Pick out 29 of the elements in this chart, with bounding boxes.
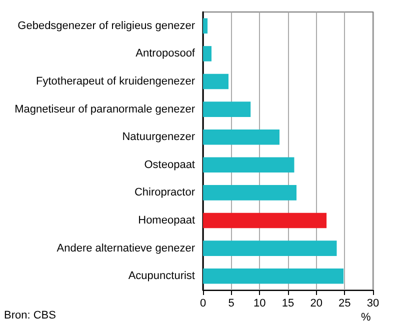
- x-tick-label: 15: [282, 298, 294, 310]
- x-axis-title: %: [361, 312, 371, 324]
- y-tick-label: Homeopaat: [138, 214, 195, 226]
- x-tick-label: 30: [366, 298, 380, 310]
- bar: [203, 129, 280, 145]
- bar: [203, 185, 296, 200]
- y-tick-label: Andere alternatieve genezer: [56, 242, 196, 254]
- bar: [203, 46, 212, 62]
- bar: [203, 102, 251, 117]
- x-tick-label: 10: [254, 298, 266, 310]
- x-tick-label: 0: [200, 298, 206, 310]
- bar: [203, 18, 208, 34]
- bar: [203, 74, 228, 90]
- bar: [203, 240, 337, 256]
- y-tick-label: Magnetiseur of paranormale genezer: [14, 103, 196, 116]
- bar: [203, 268, 344, 284]
- text: Bron: CBS: [4, 310, 56, 322]
- y-tick-label: Osteopaat: [144, 158, 195, 171]
- y-tick-label: Chiropractor: [134, 186, 196, 199]
- y-tick-label: Antroposoof: [136, 48, 196, 60]
- y-tick-label: Natuurgenezer: [122, 131, 196, 144]
- bar: [203, 157, 294, 173]
- x-tick-label: 20: [310, 298, 322, 310]
- x-tick-label: 25: [338, 298, 351, 310]
- bar: [203, 212, 327, 228]
- y-tick-label: Fytotherapeut of kruidengenezer: [36, 76, 196, 88]
- x-tick-label: 5: [228, 298, 234, 310]
- y-tick-label: Acupuncturist: [128, 270, 195, 282]
- y-tick-label: Gebedsgenezer of religieus genezer: [18, 20, 196, 32]
